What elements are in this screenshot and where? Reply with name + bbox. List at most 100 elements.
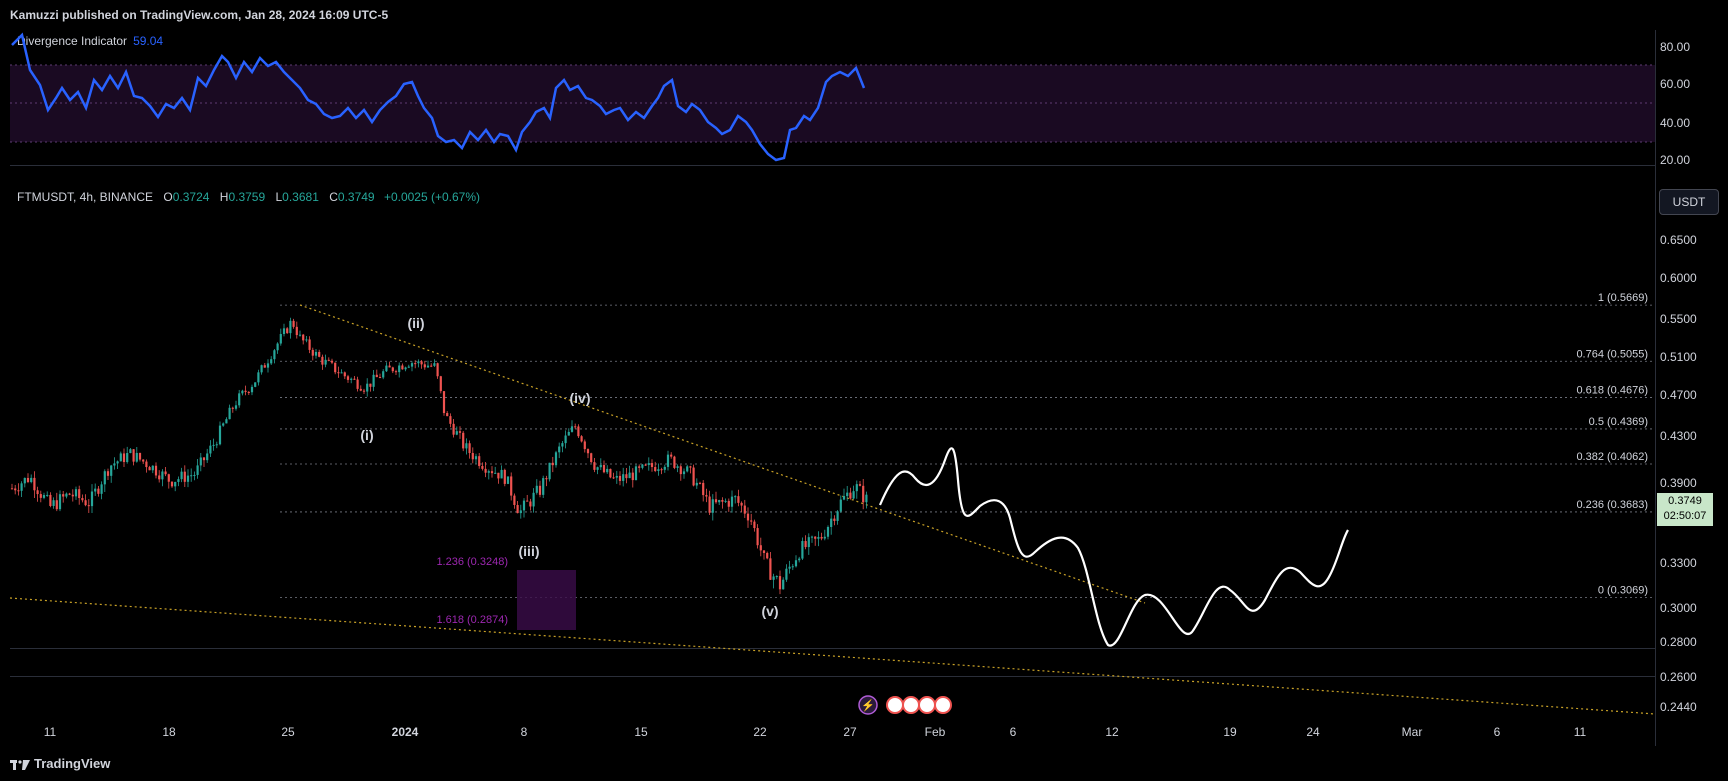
candle-body[interactable] [535,485,538,493]
candle-body[interactable] [782,579,785,590]
candle-body[interactable] [129,449,132,454]
candle-body[interactable] [394,371,398,373]
candle-body[interactable] [558,446,561,453]
candle-body[interactable] [513,495,516,505]
candle-body[interactable] [810,536,814,538]
candle-body[interactable] [164,471,167,475]
candle-body[interactable] [391,367,394,372]
candle-body[interactable] [266,363,270,368]
candle-body[interactable] [679,466,682,475]
candle-body[interactable] [244,390,247,392]
candle-body[interactable] [702,482,705,496]
candle-body[interactable] [388,365,391,368]
candle-body[interactable] [734,496,737,498]
candle-body[interactable] [110,465,113,476]
candle-body[interactable] [670,454,673,457]
symbol-legend[interactable]: FTMUSDT, 4h, BINANCE O0.3724 H0.3759 L0.… [17,190,480,204]
candle-body[interactable] [330,360,334,363]
candle-body[interactable] [503,469,506,484]
candle-body[interactable] [554,452,558,466]
candle-body[interactable] [846,492,849,497]
candle-body[interactable] [858,484,862,486]
candle-body[interactable] [574,426,577,428]
candle-body[interactable] [638,466,641,468]
candle-body[interactable] [343,372,346,377]
candle-body[interactable] [180,471,183,480]
candle-body[interactable] [119,453,122,462]
candle-body[interactable] [439,376,442,392]
candle-body[interactable] [641,464,644,468]
candle-body[interactable] [356,379,359,389]
candle-body[interactable] [766,552,769,559]
candle-body[interactable] [334,362,337,373]
candle-body[interactable] [647,463,650,466]
candle-body[interactable] [372,374,375,387]
candle-body[interactable] [206,453,209,461]
candle-body[interactable] [42,495,46,498]
candle-body[interactable] [775,576,778,578]
candle-body[interactable] [305,339,308,341]
candle-body[interactable] [708,496,711,513]
candle-body[interactable] [52,500,55,506]
candle-body[interactable] [842,496,846,500]
candle-body[interactable] [433,363,436,366]
current-price-tag[interactable]: 0.3749 02:50:07 [1657,493,1713,526]
candle-body[interactable] [465,443,468,449]
candle-body[interactable] [689,466,692,468]
candle-body[interactable] [695,482,698,486]
candle-body[interactable] [161,471,164,480]
candlesticks[interactable] [10,317,868,595]
candle-body[interactable] [20,483,23,491]
candle-body[interactable] [606,468,609,473]
candle-body[interactable] [785,568,788,580]
candle-body[interactable] [62,494,65,497]
candle-body[interactable] [663,466,666,470]
candle-body[interactable] [209,445,212,454]
candle-body[interactable] [238,393,241,406]
candle-body[interactable] [446,413,449,417]
candle-body[interactable] [273,350,276,360]
candle-body[interactable] [74,489,78,497]
candle-body[interactable] [612,477,615,479]
candle-body[interactable] [170,481,174,487]
candle-body[interactable] [202,457,206,461]
candle-body[interactable] [538,485,542,495]
candle-body[interactable] [634,466,638,481]
candle-body[interactable] [318,351,321,357]
candle-body[interactable] [337,372,340,374]
candle-body[interactable] [366,383,369,392]
candle-body[interactable] [350,378,353,380]
candle-body[interactable] [142,459,145,462]
candle-body[interactable] [84,500,87,506]
candle-body[interactable] [542,478,545,495]
candle-body[interactable] [321,356,324,365]
candle-body[interactable] [103,471,106,485]
candle-body[interactable] [183,471,186,482]
candle-body[interactable] [830,518,833,527]
event-icons[interactable]: ⚡ [858,695,952,715]
candle-body[interactable] [855,484,858,492]
candle-body[interactable] [87,505,90,507]
candle-body[interactable] [407,366,410,368]
candle-body[interactable] [362,390,366,392]
us-flag-icon-3[interactable] [918,696,936,714]
candle-body[interactable] [567,431,570,436]
candle-body[interactable] [519,510,522,514]
candle-body[interactable] [593,462,596,470]
candle-body[interactable] [759,545,762,551]
candle-body[interactable] [532,492,535,507]
candle-body[interactable] [414,363,417,365]
candle-body[interactable] [401,365,404,370]
candle-body[interactable] [190,475,193,477]
candle-body[interactable] [276,343,279,351]
us-flag-icon-4[interactable] [934,696,952,714]
candle-body[interactable] [631,472,634,481]
candle-body[interactable] [778,576,782,590]
candle-body[interactable] [449,416,452,424]
candle-body[interactable] [833,518,836,521]
candle-body[interactable] [529,501,532,507]
candle-body[interactable] [746,513,750,521]
candle-body[interactable] [177,479,180,482]
candle-body[interactable] [263,365,266,368]
candle-body[interactable] [817,536,820,539]
